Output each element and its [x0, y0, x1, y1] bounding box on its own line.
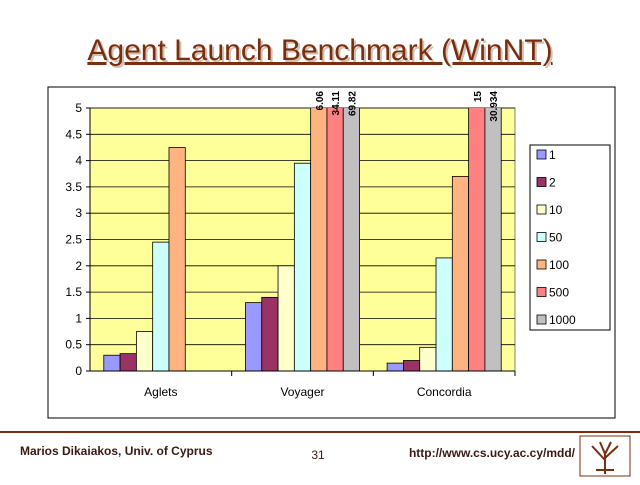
bar — [261, 296, 279, 372]
legend-label: 50 — [549, 231, 563, 245]
bar — [277, 265, 295, 372]
value-label: 34.11 — [331, 91, 342, 116]
page-number: 31 — [311, 448, 325, 462]
legend-label: 500 — [549, 286, 569, 300]
legend-swatch — [536, 287, 547, 297]
legend-label: 2 — [549, 176, 556, 190]
y-tick-label: 3 — [75, 206, 82, 220]
logo — [579, 435, 631, 477]
value-label: 69.82 — [347, 91, 358, 116]
legend-label: 1 — [549, 148, 556, 162]
y-tick-label: 4.5 — [65, 127, 82, 141]
value-label: 30.934 — [489, 91, 500, 122]
bar — [119, 353, 137, 372]
bar — [419, 346, 437, 372]
legend-swatch — [536, 314, 547, 325]
legend-label: 10 — [549, 203, 563, 217]
x-tick-label: Concordia — [417, 385, 472, 399]
plot: 0 0.5 1 1.5 2 2.5 3 3.5 4 4.5 5 Aglets Voyager 6.06 34… — [65, 91, 611, 399]
legend-label: 1000 — [549, 313, 576, 327]
bar — [168, 147, 186, 372]
bar — [293, 162, 312, 372]
y-tick-label: 5 — [75, 101, 82, 115]
bars — [103, 108, 502, 372]
bar — [403, 360, 421, 372]
bar — [245, 302, 263, 372]
bar — [435, 257, 453, 372]
value-label: 15 — [473, 91, 484, 103]
bar — [135, 331, 154, 372]
y-tick-label: 2.5 — [65, 233, 82, 247]
legend-swatch — [536, 259, 547, 270]
y-tick-label: 0.5 — [65, 338, 82, 352]
chart-title: Agent Launch Benchmark (WinNT) — [87, 34, 552, 67]
x-tick-label: Voyager — [280, 385, 324, 399]
value-label: 6.06 — [315, 91, 326, 111]
bar — [451, 175, 470, 372]
y-tick-label: 2 — [75, 259, 82, 273]
bar — [152, 241, 170, 372]
legend-swatch — [536, 177, 547, 187]
legend-swatch — [536, 204, 547, 215]
y-tick-label: 4 — [75, 154, 82, 168]
legend-swatch — [536, 232, 547, 242]
footer-url: http://www.cs.ucy.ac.cy/mdd/ — [409, 446, 576, 460]
bar — [386, 362, 404, 372]
x-tick-label: Aglets — [144, 385, 177, 399]
legend-swatch — [536, 149, 547, 160]
y-tick-label: 1 — [75, 311, 82, 325]
y-tick-label: 0 — [75, 364, 82, 378]
y-tick-label: 3.5 — [65, 180, 82, 194]
bar — [103, 354, 121, 372]
footer-author: Marios Dikaiakos, Univ. of Cyprus — [20, 444, 213, 458]
legend-label: 100 — [549, 258, 569, 272]
y-tick-label: 1.5 — [65, 285, 82, 299]
title-shadow: Agent Launch Benchmark (WinNT) — [89, 36, 554, 69]
